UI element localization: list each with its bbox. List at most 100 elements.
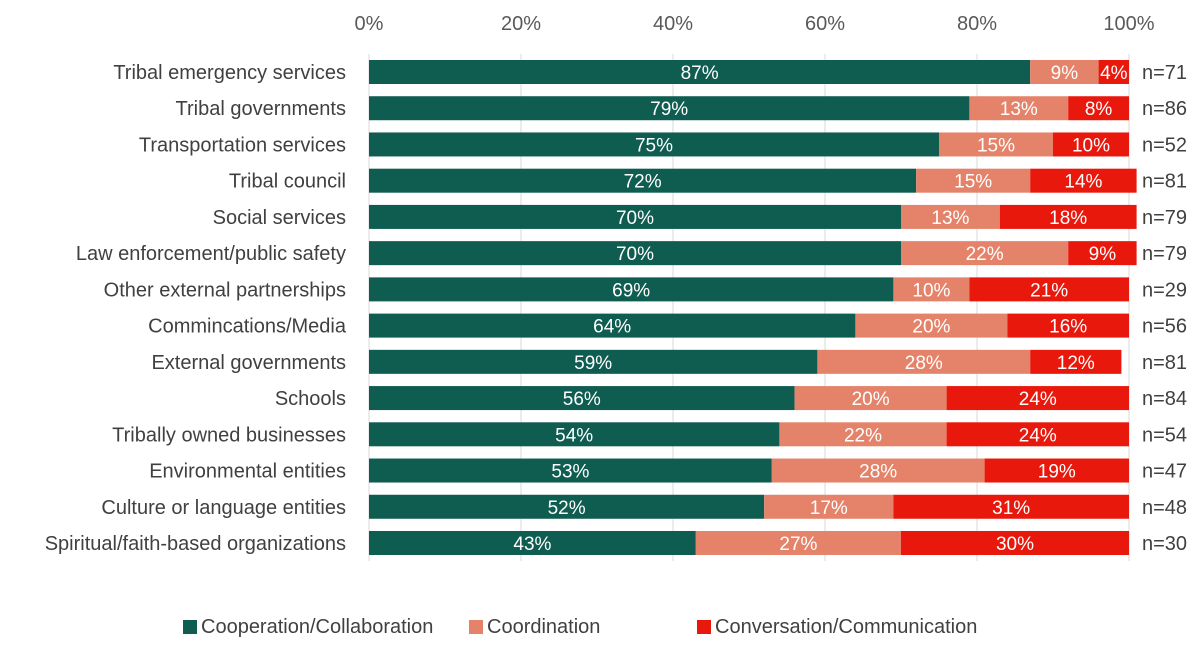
bar-segment bbox=[369, 458, 772, 483]
data-label: 9% bbox=[1051, 63, 1079, 84]
bar-segment bbox=[369, 313, 856, 338]
bar-segment bbox=[369, 132, 939, 157]
bar-segment bbox=[369, 204, 901, 229]
data-label: 21% bbox=[1030, 280, 1068, 301]
legend-swatch bbox=[697, 620, 711, 634]
bar-segment bbox=[946, 422, 1129, 447]
category-labels: Tribal emergency services Tribal governme… bbox=[45, 62, 347, 555]
data-label: 24% bbox=[1019, 389, 1057, 410]
data-label: 43% bbox=[513, 534, 551, 555]
bar-segment bbox=[984, 458, 1129, 483]
category-label: Other external partnerships bbox=[104, 279, 346, 301]
category-label: Tribal council bbox=[229, 171, 346, 193]
data-label: 17% bbox=[810, 498, 848, 519]
data-label: 13% bbox=[931, 208, 969, 229]
bar-segment bbox=[1053, 132, 1129, 157]
data-label: 18% bbox=[1049, 208, 1087, 229]
bar-segment bbox=[1030, 60, 1099, 84]
category-label: Schools bbox=[275, 388, 346, 410]
data-label: 30% bbox=[996, 534, 1034, 555]
data-label: 20% bbox=[852, 389, 890, 410]
n-label: n=84 bbox=[1142, 388, 1187, 410]
bar-segment bbox=[695, 530, 901, 555]
category-label: Tribally owned businesses bbox=[112, 424, 346, 446]
data-label: 28% bbox=[859, 462, 897, 483]
legend-label: Conversation/Communication bbox=[715, 616, 977, 638]
data-label: 75% bbox=[635, 135, 673, 156]
bar-segment bbox=[369, 60, 1031, 84]
data-label: 22% bbox=[966, 244, 1004, 265]
data-label: 28% bbox=[905, 353, 943, 374]
data-label: 70% bbox=[616, 244, 654, 265]
x-tick-label: 100% bbox=[1103, 13, 1154, 35]
bar-segment bbox=[1098, 60, 1129, 84]
category-label: Social services bbox=[213, 207, 346, 229]
bar-segment bbox=[901, 204, 1000, 229]
data-label: 69% bbox=[612, 280, 650, 301]
n-label: n=79 bbox=[1142, 207, 1187, 229]
bar-segment bbox=[764, 494, 894, 519]
data-label: 27% bbox=[779, 534, 817, 555]
data-label: 13% bbox=[1000, 99, 1038, 120]
bar-segment bbox=[369, 349, 818, 374]
data-label: 53% bbox=[551, 462, 589, 483]
bar-segment bbox=[369, 277, 894, 302]
x-axis-ticks: 0% 20% 40% 60% 80% 100% bbox=[355, 13, 1155, 35]
bar-segment bbox=[893, 494, 1129, 519]
bar-segment bbox=[893, 277, 970, 302]
bar-segment bbox=[369, 168, 917, 193]
data-label: 4% bbox=[1100, 63, 1128, 84]
data-label: 20% bbox=[912, 317, 950, 338]
category-label: Tribal emergency services bbox=[113, 62, 346, 84]
n-label: n=29 bbox=[1142, 279, 1187, 301]
category-label: Law enforcement/public safety bbox=[76, 243, 346, 265]
n-label: n=47 bbox=[1142, 461, 1187, 483]
x-tick-label: 60% bbox=[805, 13, 845, 35]
n-label: n=81 bbox=[1142, 352, 1187, 374]
n-label: n=30 bbox=[1142, 533, 1187, 555]
data-label: 56% bbox=[563, 389, 601, 410]
bar-segment bbox=[771, 458, 985, 483]
bar-segment bbox=[901, 530, 1129, 555]
data-label: 15% bbox=[954, 172, 992, 193]
x-tick-label: 0% bbox=[355, 13, 384, 35]
x-tick-label: 40% bbox=[653, 13, 693, 35]
n-label: n=56 bbox=[1142, 316, 1187, 338]
x-tick-label: 80% bbox=[957, 13, 997, 35]
data-label: 15% bbox=[977, 135, 1015, 156]
bar-segment bbox=[369, 530, 696, 555]
data-label: 87% bbox=[681, 63, 719, 84]
data-label: 52% bbox=[548, 498, 586, 519]
bar-segment bbox=[779, 422, 947, 447]
data-label: 79% bbox=[650, 99, 688, 120]
bar-segment bbox=[1007, 313, 1129, 338]
bar-segment bbox=[369, 494, 765, 519]
data-label: 12% bbox=[1057, 353, 1095, 374]
bar-segment bbox=[969, 96, 1069, 121]
category-label: Commincations/Media bbox=[148, 316, 347, 338]
data-label: 64% bbox=[593, 317, 631, 338]
bar-segment bbox=[817, 349, 1031, 374]
n-label: n=79 bbox=[1142, 243, 1187, 265]
bar-segment bbox=[369, 386, 795, 411]
n-label: n=81 bbox=[1142, 171, 1187, 193]
bar-segment bbox=[369, 241, 901, 266]
legend-label: Coordination bbox=[487, 616, 600, 638]
category-label: Environmental entities bbox=[149, 461, 346, 483]
data-label: 8% bbox=[1085, 99, 1113, 120]
data-label: 70% bbox=[616, 208, 654, 229]
data-label: 59% bbox=[574, 353, 612, 374]
bar-segment bbox=[999, 204, 1137, 229]
data-label: 24% bbox=[1019, 425, 1057, 446]
legend: Cooperation/Collaboration Coordination Con… bbox=[183, 616, 977, 638]
data-label: 54% bbox=[555, 425, 593, 446]
bar-segment bbox=[369, 422, 780, 447]
bar-segment bbox=[946, 386, 1129, 411]
bar-segment bbox=[794, 386, 947, 411]
data-label: 10% bbox=[1072, 135, 1110, 156]
n-label: n=86 bbox=[1142, 98, 1187, 120]
x-tick-label: 20% bbox=[501, 13, 541, 35]
bar-segment bbox=[1068, 241, 1137, 266]
bar-segment bbox=[916, 168, 1031, 193]
